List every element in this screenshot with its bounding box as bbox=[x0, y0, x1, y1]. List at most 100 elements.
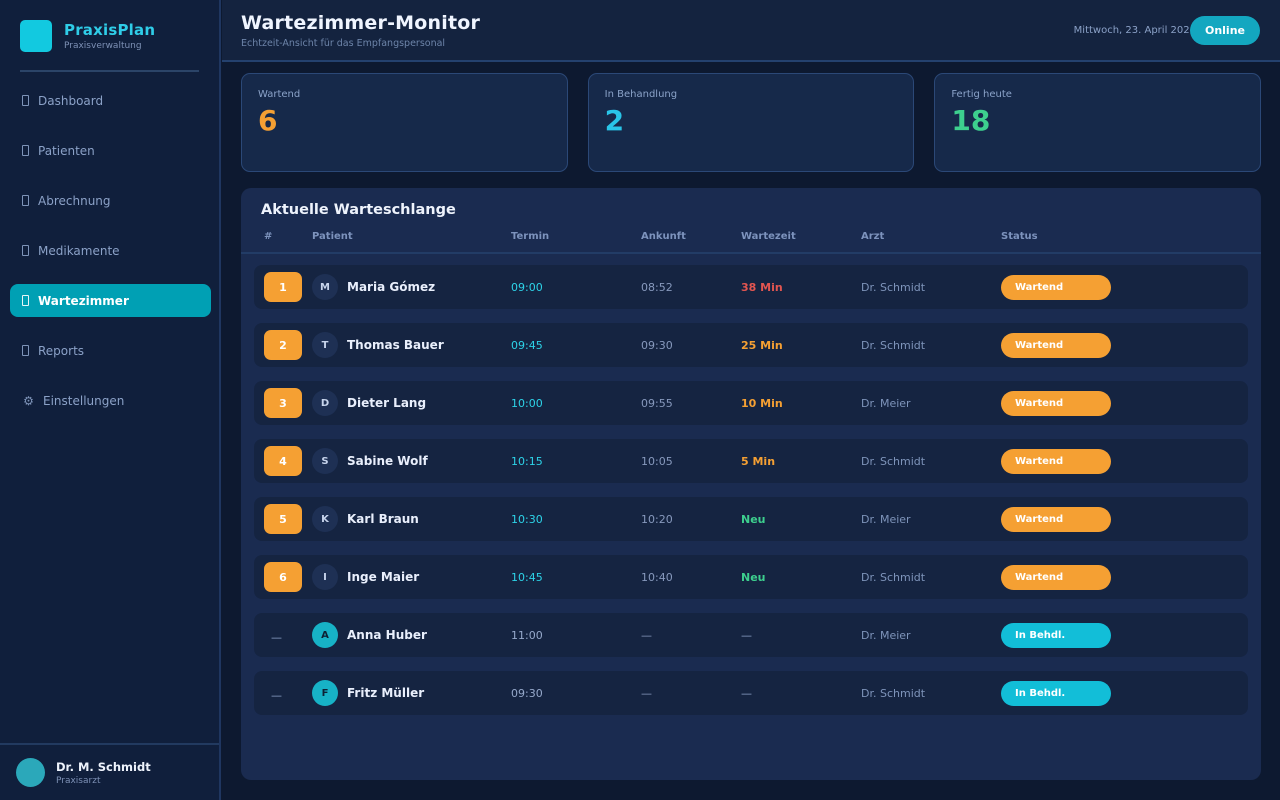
column-header: # bbox=[264, 231, 273, 242]
arzt-name: Dr. Schmidt bbox=[861, 686, 926, 700]
sidebar-divider bbox=[20, 70, 199, 72]
main-content: Wartezimmer-Monitor Echtzeit-Ansicht für… bbox=[222, 0, 1280, 800]
status-cell: Wartend bbox=[1001, 332, 1238, 358]
sidebar-item-reports[interactable]: Reports bbox=[10, 334, 211, 367]
status-badge: In Behdl. bbox=[1001, 622, 1111, 648]
patient-name: Anna Huber bbox=[347, 628, 427, 642]
patient-avatar: M bbox=[312, 274, 338, 300]
ankunft-time: 10:20 bbox=[641, 512, 673, 526]
queue-position-cell: 5 bbox=[264, 504, 312, 534]
patient-cell: S Sabine Wolf bbox=[312, 448, 511, 474]
wartezeit-value: Neu bbox=[741, 512, 766, 526]
sidebar-item-einstellungen[interactable]: ⚙ Einstellungen bbox=[10, 384, 211, 417]
sidebar: PraxisPlan Praxisverwaltung Dashboard Pat… bbox=[0, 0, 221, 800]
status-badge: Wartend bbox=[1001, 506, 1111, 532]
queue-position-dash: — bbox=[271, 630, 282, 644]
current-date: Mittwoch, 23. April 2026 bbox=[1073, 24, 1196, 36]
patient-avatar: D bbox=[312, 390, 338, 416]
wartezeit-value: 25 Min bbox=[741, 338, 783, 352]
sidebar-item-medikamente[interactable]: Medikamente bbox=[10, 234, 211, 267]
column-header: Termin bbox=[511, 231, 550, 242]
queue-row[interactable]: 2 T Thomas Bauer 09:45 09:30 25 Min Dr. Schmid… bbox=[254, 323, 1248, 367]
termin-time: 10:45 bbox=[511, 570, 543, 584]
waitingroom-icon bbox=[22, 295, 29, 306]
status-cell: Wartend bbox=[1001, 390, 1238, 416]
queue-row[interactable]: 6 I Inge Maier 10:45 10:40 Neu Dr. Schmidt Wart… bbox=[254, 555, 1248, 599]
status-badge: Wartend bbox=[1001, 564, 1111, 590]
column-header: Arzt bbox=[861, 231, 885, 242]
patient-name: Thomas Bauer bbox=[347, 338, 444, 352]
termin-time: 11:00 bbox=[511, 628, 543, 642]
wartezeit-value: 10 Min bbox=[741, 396, 783, 410]
patient-avatar: F bbox=[312, 680, 338, 706]
queue-row[interactable]: 4 S Sabine Wolf 10:15 10:05 5 Min Dr. Schmidt W… bbox=[254, 439, 1248, 483]
queue-position-badge: 3 bbox=[264, 388, 302, 418]
user-name: Dr. M. Schmidt bbox=[56, 759, 151, 774]
termin-time: 09:00 bbox=[511, 280, 543, 294]
queue-row[interactable]: 1 M Maria Gómez 09:00 08:52 38 Min Dr. Schmidt… bbox=[254, 265, 1248, 309]
patient-name: Maria Gómez bbox=[347, 280, 436, 294]
queue-position-badge: 5 bbox=[264, 504, 302, 534]
patient-name: Dieter Lang bbox=[347, 396, 427, 410]
queue-row[interactable]: — A Anna Huber 11:00 — — Dr. Meier In Behdl. bbox=[254, 613, 1248, 657]
termin-time: 10:30 bbox=[511, 512, 543, 526]
stat-value: 2 bbox=[604, 104, 625, 137]
stat-value: 18 bbox=[951, 104, 991, 137]
status-cell: In Behdl. bbox=[1001, 622, 1238, 648]
reports-icon bbox=[22, 345, 29, 356]
sidebar-item-label: Wartezimmer bbox=[38, 293, 129, 308]
status-cell: In Behdl. bbox=[1001, 680, 1238, 706]
queue-position-badge: 2 bbox=[264, 330, 302, 360]
wartezeit-value: — bbox=[741, 628, 752, 642]
termin-time: 09:30 bbox=[511, 686, 543, 700]
queue-position-badge: 6 bbox=[264, 562, 302, 592]
sidebar-item-dashboard[interactable]: Dashboard bbox=[10, 84, 211, 117]
sidebar-item-abrechnung[interactable]: Abrechnung bbox=[10, 184, 211, 217]
queue-title: Aktuelle Warteschlange bbox=[261, 202, 456, 218]
page-subtitle: Echtzeit-Ansicht für das Empfangspersona… bbox=[241, 37, 446, 49]
stat-label: In Behandlung bbox=[604, 89, 678, 100]
sidebar-item-wartezimmer[interactable]: Wartezimmer bbox=[10, 284, 211, 317]
sidebar-item-patienten[interactable]: Patienten bbox=[10, 134, 211, 167]
wartezeit-value: Neu bbox=[741, 570, 766, 584]
ankunft-time: 08:52 bbox=[641, 280, 673, 294]
brand: PraxisPlan Praxisverwaltung bbox=[0, 0, 219, 68]
patient-cell: I Inge Maier bbox=[312, 564, 511, 590]
queue-row[interactable]: 3 D Dieter Lang 10:00 09:55 10 Min Dr. Meier Wa… bbox=[254, 381, 1248, 425]
stat-card-wartend: Wartend 6 bbox=[241, 73, 568, 172]
queue-position-badge: 4 bbox=[264, 446, 302, 476]
sidebar-item-label: Einstellungen bbox=[43, 393, 125, 408]
user-avatar bbox=[16, 758, 45, 787]
arzt-name: Dr. Schmidt bbox=[861, 338, 926, 352]
ankunft-time: 10:40 bbox=[641, 570, 673, 584]
patient-cell: K Karl Braun bbox=[312, 506, 511, 532]
wartezeit-value: 5 Min bbox=[741, 454, 776, 468]
queue-position-cell: — bbox=[264, 626, 312, 645]
queue-row[interactable]: — F Fritz Müller 09:30 — — Dr. Schmidt In Behdl… bbox=[254, 671, 1248, 715]
arzt-name: Dr. Schmidt bbox=[861, 280, 926, 294]
column-header: Status bbox=[1001, 231, 1038, 242]
queue-row[interactable]: 5 K Karl Braun 10:30 10:20 Neu Dr. Meier Warten… bbox=[254, 497, 1248, 541]
wartezeit-value: — bbox=[741, 686, 752, 700]
patient-name: Karl Braun bbox=[347, 512, 419, 526]
termin-time: 09:45 bbox=[511, 338, 543, 352]
column-header: Ankunft bbox=[641, 231, 686, 242]
status-badge: Wartend bbox=[1001, 390, 1111, 416]
page-title: Wartezimmer-Monitor bbox=[241, 11, 481, 34]
sidebar-item-label: Patienten bbox=[38, 143, 95, 158]
column-header: Wartezeit bbox=[741, 231, 796, 242]
stat-card-in-behandlung: In Behandlung 2 bbox=[587, 73, 915, 172]
status-badge: Wartend bbox=[1001, 448, 1111, 474]
status-badge: In Behdl. bbox=[1001, 680, 1111, 706]
ankunft-time: 09:55 bbox=[641, 396, 673, 410]
queue-position-badge: 1 bbox=[264, 272, 302, 302]
column-header: Patient bbox=[312, 231, 353, 242]
ankunft-time: — bbox=[641, 686, 652, 700]
user-role: Praxisarzt bbox=[56, 775, 101, 786]
arzt-name: Dr. Schmidt bbox=[861, 570, 926, 584]
queue-rows: 1 M Maria Gómez 09:00 08:52 38 Min Dr. Schmidt… bbox=[241, 254, 1261, 715]
patient-cell: F Fritz Müller bbox=[312, 680, 511, 706]
sidebar-item-label: Dashboard bbox=[38, 93, 104, 108]
arzt-name: Dr. Schmidt bbox=[861, 454, 926, 468]
billing-icon bbox=[22, 195, 29, 206]
